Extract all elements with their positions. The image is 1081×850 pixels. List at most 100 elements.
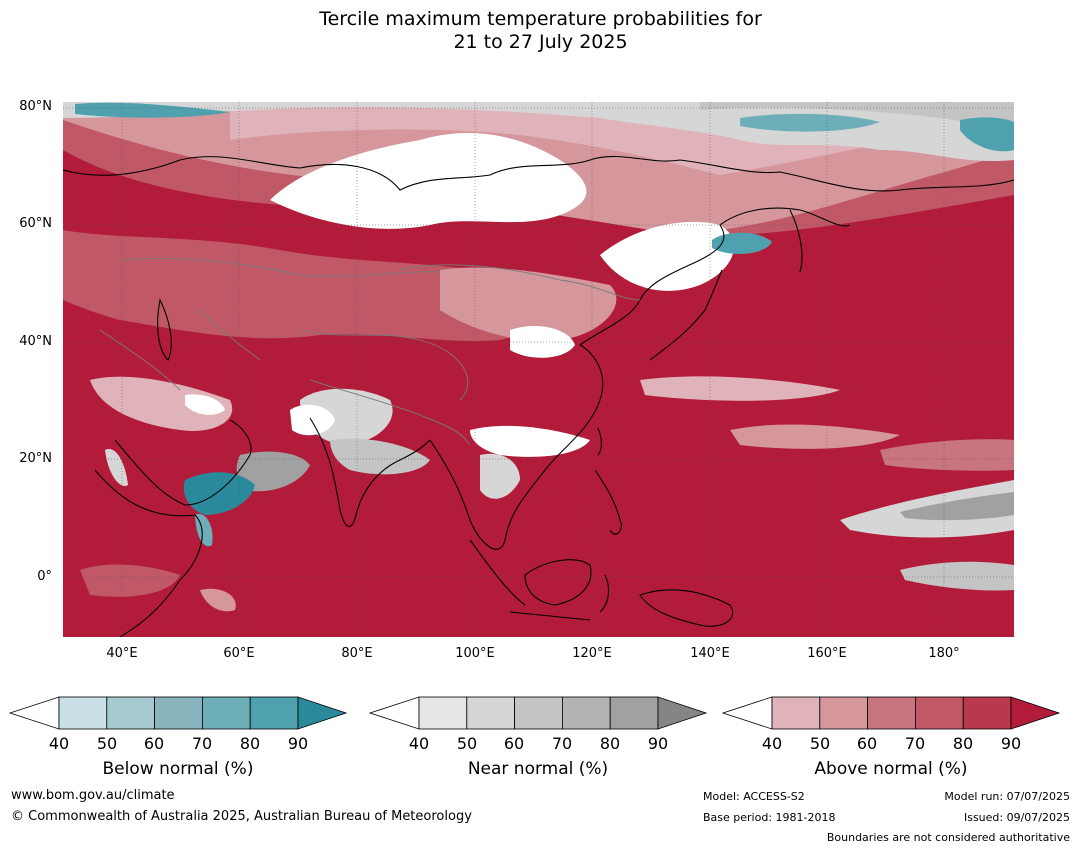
title-line-2: 21 to 27 July 2025 [453, 31, 628, 53]
legend-below-normal-title: Below normal (%) [102, 759, 254, 779]
coastline-java [509, 611, 591, 621]
boundary-russia-kazakhstan [119, 257, 441, 277]
lon-label-160e: 160°E [807, 646, 847, 661]
footer-disclaimer: Boundaries are not considered authoritat… [826, 831, 1070, 844]
coastline-taiwan [597, 427, 602, 456]
legend-swatch [106, 696, 156, 730]
legend-below-tick: 40 [48, 734, 70, 753]
legend-near-tick: 80 [599, 734, 621, 753]
lon-label-140e: 140°E [690, 646, 730, 661]
lon-label-80e: 80°E [341, 646, 373, 661]
legend-swatch [154, 696, 203, 730]
legend-above-normal [721, 696, 1061, 730]
legend-above-normal-swatches [771, 696, 1012, 730]
probability-region-india-white [290, 404, 335, 436]
legend-above-normal-low-arrow [721, 696, 773, 730]
coastline-new-guinea [639, 589, 733, 627]
legend-below-normal-high-arrow [297, 696, 348, 730]
lat-label-20n: 20°N [19, 451, 52, 466]
probability-region-arctic-below-3 [960, 117, 1014, 152]
boundary-mongolia [399, 264, 641, 301]
legend-swatch [819, 696, 868, 730]
legend-near-normal [368, 696, 708, 730]
legend-swatch [249, 696, 299, 730]
probability-region-central-asia-80pct [63, 230, 546, 342]
title-line-1: Tercile maximum temperature probabilitie… [319, 8, 762, 30]
legend-near-tick: 50 [456, 734, 478, 753]
probability-region-arctic-below-2 [740, 113, 880, 132]
coastline-east-africa [94, 469, 203, 637]
boundary-middle-east [99, 329, 181, 391]
legend-near-normal-low-arrow [368, 696, 420, 730]
legend-above-tick: 80 [952, 734, 974, 753]
legend-swatch [915, 696, 964, 730]
probability-region-gulf-white [185, 394, 225, 415]
coastline-borneo [524, 559, 592, 606]
boundary-himalaya [309, 379, 471, 446]
legend-swatch [562, 696, 611, 730]
legend-below-normal [8, 696, 348, 730]
coastline-philippines [594, 469, 622, 535]
lon-label-60e: 60°E [223, 646, 255, 661]
legend-below-normal-swatches [58, 696, 299, 730]
footer-copyright: © Commonwealth of Australia 2025, Austra… [11, 809, 472, 824]
map-panel [63, 102, 1014, 637]
probability-region-pacific-light-1 [730, 424, 900, 449]
probability-region-arctic-below-1 [75, 102, 230, 118]
legend-below-tick: 60 [143, 734, 165, 753]
legend-swatch [962, 696, 1012, 730]
lat-label-equator: 0° [37, 569, 52, 584]
legend-near-normal-swatches [418, 696, 659, 730]
legend-swatch [418, 696, 468, 730]
coastline-japan [649, 269, 723, 361]
legend-above-normal-high-arrow [1010, 696, 1061, 730]
legend-near-normal-title: Near normal (%) [467, 759, 609, 779]
legend-near-tick: 90 [647, 734, 669, 753]
legend-below-tick: 50 [96, 734, 118, 753]
legend-swatch [466, 696, 515, 730]
boundary-china [299, 329, 469, 401]
coastline-east-asia [579, 207, 851, 346]
legend-above-tick: 90 [1000, 734, 1022, 753]
footer-model-run: Model run: 07/07/2025 [944, 790, 1070, 803]
footer-base-period: Base period: 1981-2018 [703, 811, 836, 824]
coastline-north-eurasia [63, 155, 1014, 192]
footer-model: Model: ACCESS-S2 [703, 790, 805, 803]
footer-url[interactable]: www.bom.gov.au/climate [11, 788, 175, 803]
probability-region-china-white [510, 325, 575, 358]
legend-near-normal-high-arrow [657, 696, 708, 730]
coastline-southeast-asia [429, 344, 604, 550]
legend-below-tick: 90 [287, 734, 309, 753]
probability-region-red-sea-near [105, 449, 128, 486]
lon-label-100e: 100°E [455, 646, 495, 661]
legend-above-tick: 70 [904, 734, 926, 753]
legend-below-tick: 70 [191, 734, 213, 753]
lon-label-180: 180° [928, 646, 960, 661]
legend-below-tick: 80 [239, 734, 261, 753]
probability-region-okhotsk-below [712, 232, 772, 254]
country-boundaries [99, 257, 641, 446]
probability-region-mongolia-light [440, 267, 617, 341]
boundary-central-asia [199, 309, 261, 361]
probability-region-pacific-light-2 [640, 376, 840, 401]
probability-region-se-asia-white [470, 425, 590, 457]
probability-region-maritime-light [80, 564, 180, 597]
probability-region-middle-east-light [90, 376, 233, 431]
probability-region-ganges-near [330, 438, 430, 475]
graticule [63, 102, 1014, 637]
legend-above-tick: 40 [761, 734, 783, 753]
probability-region-indian-ocean-light [200, 588, 236, 612]
probability-region-indochina-near [480, 453, 520, 499]
coastline-arabia [114, 419, 252, 506]
probability-region-pacific-light-3 [880, 439, 1014, 471]
probability-region-arabian-below [183, 472, 255, 515]
legend-above-normal-title: Above normal (%) [814, 759, 968, 779]
lon-label-120e: 120°E [572, 646, 612, 661]
coastline-india [309, 417, 431, 527]
legend-near-tick: 40 [408, 734, 430, 753]
legend-swatch [58, 696, 108, 730]
coastline-caspian [157, 298, 172, 361]
legend-below-normal-low-arrow [8, 696, 60, 730]
coastlines [63, 155, 1014, 637]
